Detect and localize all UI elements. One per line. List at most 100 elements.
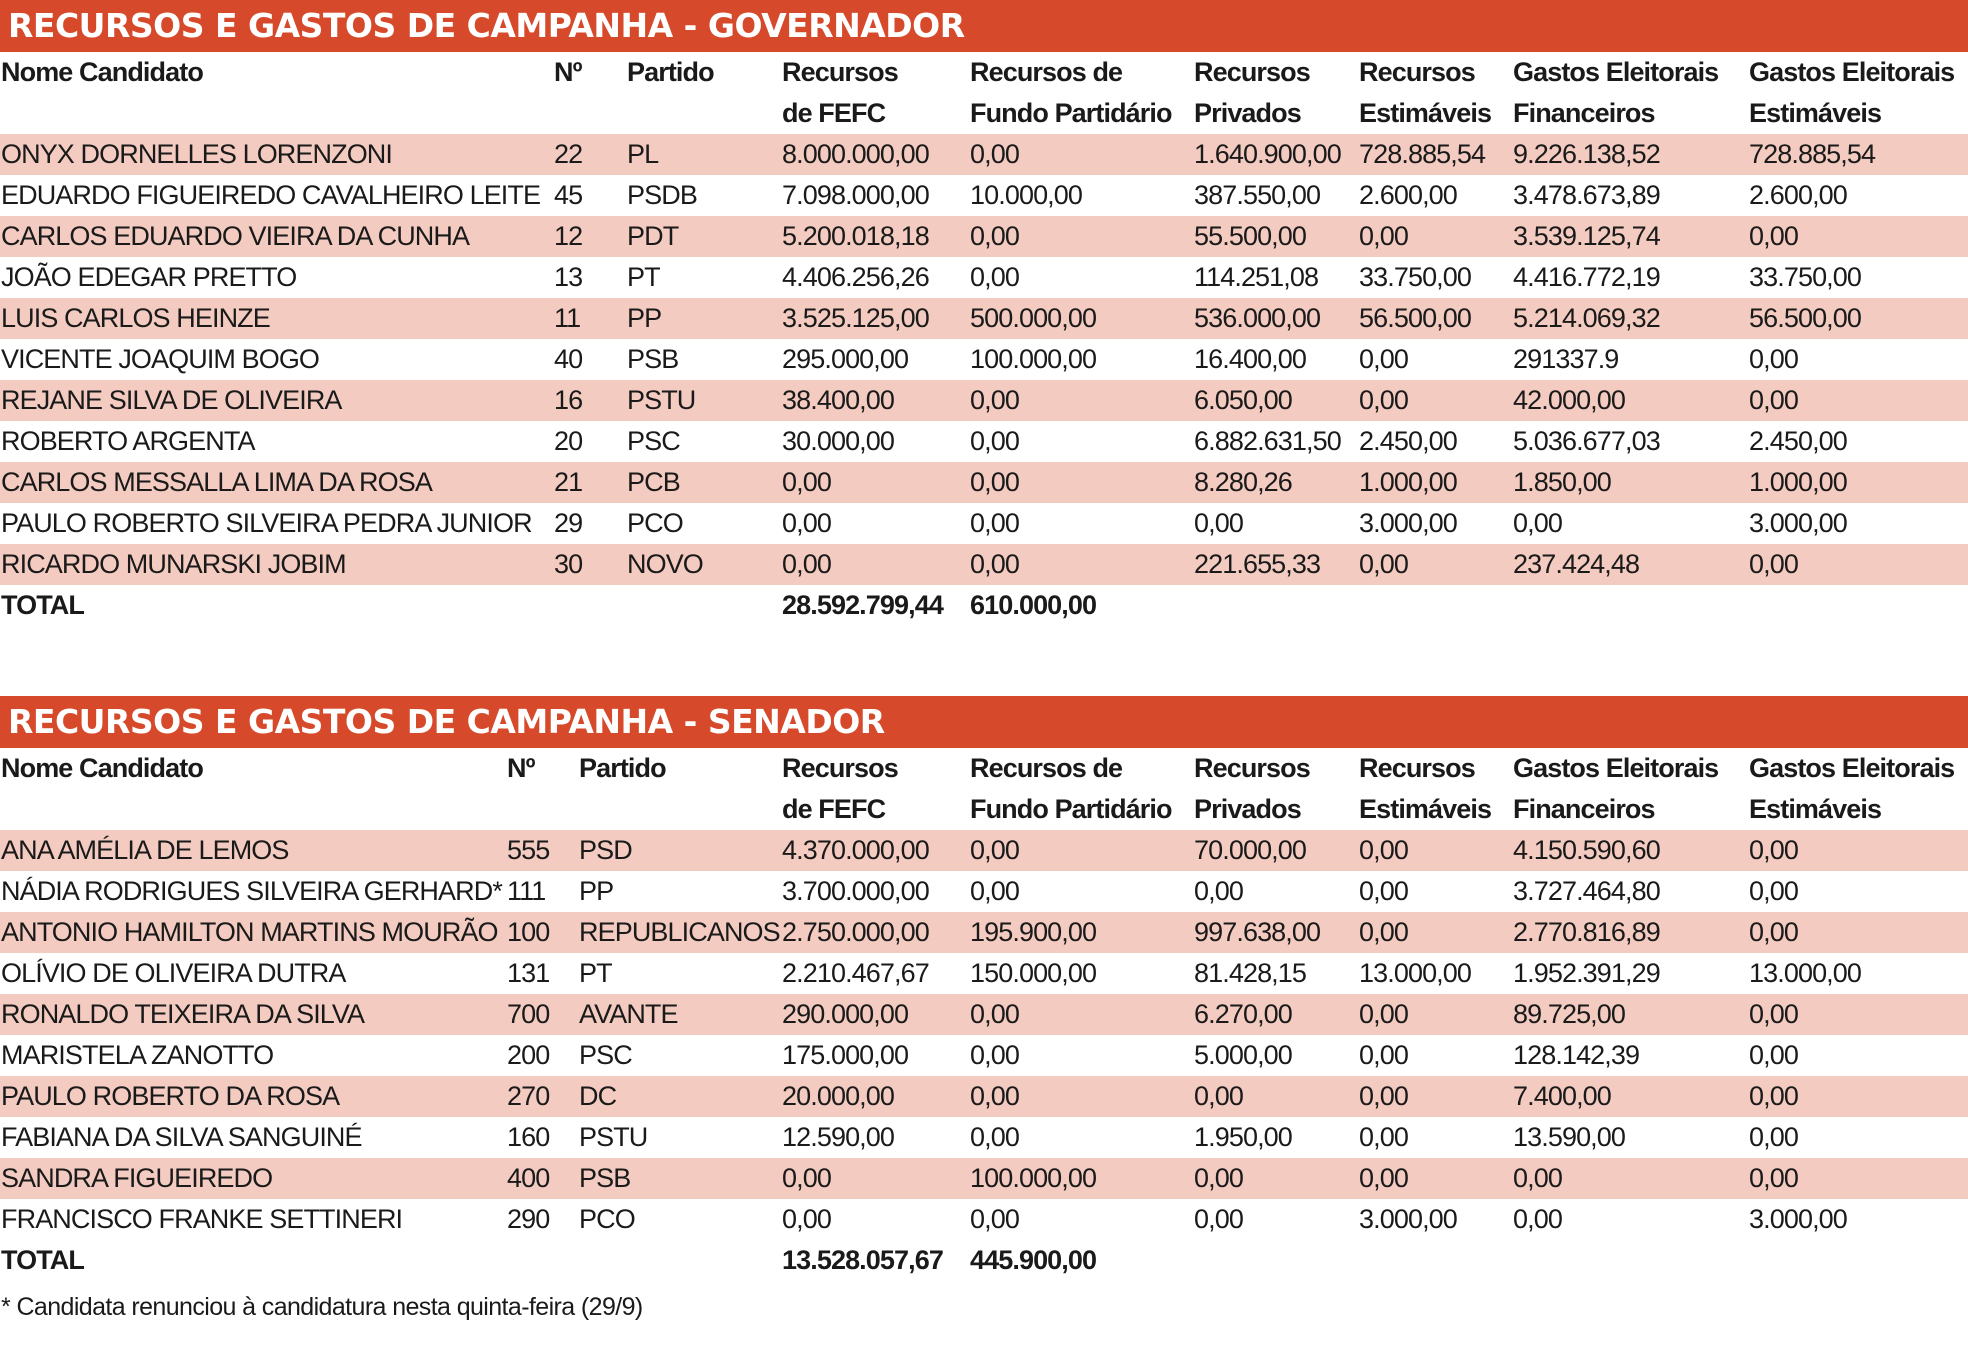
cell-candidate-name: NÁDIA RODRIGUES SILVEIRA GERHARD* xyxy=(1,876,503,906)
cell-party: PSTU xyxy=(626,380,781,421)
table-row: FABIANA DA SILVA SANGUINÉ 160 PSTU 12.590,0… xyxy=(0,1117,1968,1158)
cell-fefc: 20.000,00 xyxy=(781,1076,969,1117)
cell-gastos-financeiros: 0,00 xyxy=(1513,1204,1563,1234)
cell-fundo-partidario: 0,00 xyxy=(970,876,1020,906)
cell-gastos-financeiros: 128.142,39 xyxy=(1513,1040,1640,1070)
header-line: Gastos Eleitorais xyxy=(1749,753,1955,783)
cell-fundo-partidario: 0,00 xyxy=(969,1076,1193,1117)
cell-recursos-privados: 221.655,33 xyxy=(1193,544,1358,585)
cell-recursos-estimaveis: 0,00 xyxy=(1358,544,1512,585)
cell-gastos-financeiros: 2.770.816,89 xyxy=(1512,912,1748,953)
cell-gastos-financeiros: 42.000,00 xyxy=(1512,380,1748,421)
header-line: Gastos Eleitorais xyxy=(1513,753,1719,783)
cell-candidate-number: 11 xyxy=(553,298,626,339)
header-line: Recursos xyxy=(1359,753,1476,783)
cell-party: PSTU xyxy=(579,1122,648,1152)
header-line: Nome Candidato xyxy=(1,57,204,87)
cell-recursos-estimaveis: 13.000,00 xyxy=(1359,958,1472,988)
cell-party: PSD xyxy=(578,830,781,871)
table-row: ONYX DORNELLES LORENZONI 22 PL 8.000.000,00… xyxy=(0,134,1968,175)
cell-fundo-partidario: 0,00 xyxy=(970,1204,1020,1234)
cell-fefc: 0,00 xyxy=(782,508,832,538)
cell-candidate-name: ONYX DORNELLES LORENZONI xyxy=(0,134,553,175)
cell-fundo-partidario: 0,00 xyxy=(969,994,1193,1035)
cell-candidate-name: CARLOS EDUARDO VIEIRA DA CUNHA xyxy=(0,216,553,257)
cell-candidate-name: FRANCISCO FRANKE SETTINERI xyxy=(1,1204,403,1234)
header-party: Partido xyxy=(578,748,781,830)
cell-party: PSDB xyxy=(627,180,698,210)
total-empty xyxy=(1193,585,1358,626)
cell-recursos-privados: 0,00 xyxy=(1193,1076,1358,1117)
cell-candidate-name: MARISTELA ZANOTTO xyxy=(1,1040,274,1070)
cell-recursos-estimaveis: 0,00 xyxy=(1358,1076,1512,1117)
cell-candidate-number: 555 xyxy=(506,830,578,871)
cell-gastos-financeiros: 291337.9 xyxy=(1513,344,1619,374)
cell-candidate-number: 30 xyxy=(553,544,626,585)
cell-party: PP xyxy=(579,876,614,906)
header-line: Privados xyxy=(1194,98,1302,128)
cell-party: NOVO xyxy=(626,544,781,585)
cell-candidate-number: 400 xyxy=(506,1158,578,1199)
governador-section: RECURSOS E GASTOS DE CAMPANHA - GOVERNAD… xyxy=(0,0,1968,626)
cell-gastos-estimaveis: 0,00 xyxy=(1748,216,1968,257)
cell-gastos-estimaveis: 0,00 xyxy=(1748,544,1968,585)
cell-fundo-partidario: 0,00 xyxy=(969,462,1193,503)
cell-party: PL xyxy=(626,134,781,175)
table-row: LUIS CARLOS HEINZE 11 PP 3.525.125,00 500.00… xyxy=(0,298,1968,339)
cell-candidate-name: OLÍVIO DE OLIVEIRA DUTRA xyxy=(1,958,346,988)
cell-recursos-privados: 8.280,26 xyxy=(1193,462,1358,503)
table-row: JOÃO EDEGAR PRETTO 13 PT 4.406.256,26 0,00 11… xyxy=(0,257,1968,298)
total-empty xyxy=(1358,1240,1512,1281)
header-fundo-partidario: Recursos de Fundo Partidário xyxy=(969,748,1193,830)
senador-title: RECURSOS E GASTOS DE CAMPANHA - SENADOR xyxy=(0,696,1968,748)
cell-recursos-privados: 997.638,00 xyxy=(1193,912,1358,953)
cell-fundo-partidario: 0,00 xyxy=(969,380,1193,421)
governador-table-body: ONYX DORNELLES LORENZONI 22 PL 8.000.000,00… xyxy=(0,134,1968,626)
cell-recursos-estimaveis: 3.000,00 xyxy=(1359,508,1458,538)
cell-party: PSB xyxy=(627,344,679,374)
cell-party: PCO xyxy=(579,1204,636,1234)
cell-gastos-financeiros: 5.214.069,32 xyxy=(1512,298,1748,339)
cell-recursos-privados: 536.000,00 xyxy=(1193,298,1358,339)
cell-fefc: 0,00 xyxy=(782,1204,832,1234)
cell-party: PP xyxy=(626,298,781,339)
cell-candidate-name: PAULO ROBERTO DA ROSA xyxy=(0,1076,506,1117)
cell-candidate-number: 700 xyxy=(506,994,578,1035)
cell-candidate-name: RICARDO MUNARSKI JOBIM xyxy=(0,544,553,585)
cell-candidate-number: 21 xyxy=(553,462,626,503)
cell-fundo-partidario: 0,00 xyxy=(970,1122,1020,1152)
cell-gastos-estimaveis: 0,00 xyxy=(1748,380,1968,421)
cell-recursos-estimaveis: 2.600,00 xyxy=(1359,180,1458,210)
cell-recursos-estimaveis: 3.000,00 xyxy=(1359,1204,1458,1234)
cell-candidate-number: 100 xyxy=(506,912,578,953)
cell-candidate-name: ROBERTO ARGENTA xyxy=(1,426,255,456)
cell-gastos-financeiros: 13.590,00 xyxy=(1513,1122,1626,1152)
table-row: CARLOS EDUARDO VIEIRA DA CUNHA 12 PDT 5.200… xyxy=(0,216,1968,257)
header-line: Estimáveis xyxy=(1359,98,1492,128)
cell-recursos-estimaveis: 728.885,54 xyxy=(1358,134,1512,175)
cell-gastos-financeiros: 0,00 xyxy=(1513,508,1563,538)
cell-gastos-financeiros: 237.424,48 xyxy=(1512,544,1748,585)
cell-gastos-estimaveis: 0,00 xyxy=(1748,994,1968,1035)
table-row: ANTONIO HAMILTON MARTINS MOURÃO 100 REPUBL… xyxy=(0,912,1968,953)
senador-header-row: Nome Candidato Nº Partido Recursos de FEFC Re… xyxy=(0,748,1968,830)
cell-candidate-name: RONALDO TEIXEIRA DA SILVA xyxy=(0,994,506,1035)
cell-gastos-estimaveis: 0,00 xyxy=(1748,1076,1968,1117)
cell-gastos-estimaveis: 0,00 xyxy=(1749,1122,1799,1152)
cell-fefc: 7.098.000,00 xyxy=(782,180,930,210)
cell-candidate-name: LUIS CARLOS HEINZE xyxy=(0,298,553,339)
cell-fundo-partidario: 0,00 xyxy=(970,508,1020,538)
header-gastos-financeiros: Gastos Eleitorais Financeiros xyxy=(1512,52,1748,134)
cell-recursos-privados: 114.251,08 xyxy=(1194,262,1319,292)
header-line: Partido xyxy=(579,753,667,783)
header-candidate-name: Nome Candidato xyxy=(0,748,506,830)
cell-gastos-financeiros: 89.725,00 xyxy=(1512,994,1748,1035)
cell-recursos-estimaveis: 0,00 xyxy=(1359,1040,1409,1070)
cell-candidate-number: 20 xyxy=(554,426,583,456)
total-empty xyxy=(1193,1240,1358,1281)
table-row: FRANCISCO FRANKE SETTINERI 290 PCO 0,00 0,00… xyxy=(0,1199,1968,1240)
cell-gastos-financeiros: 7.400,00 xyxy=(1512,1076,1748,1117)
cell-recursos-estimaveis: 1.000,00 xyxy=(1358,462,1512,503)
total-empty xyxy=(1512,585,1748,626)
cell-fundo-partidario: 0,00 xyxy=(969,134,1193,175)
